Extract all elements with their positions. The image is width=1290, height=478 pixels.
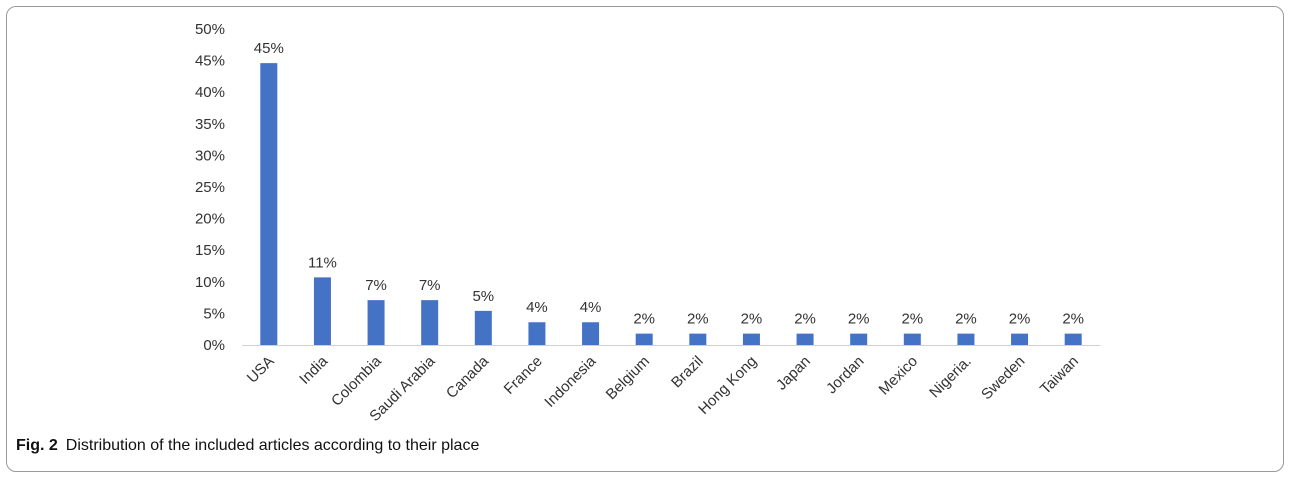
y-tick-label: 20% [195,211,225,228]
y-axis-ticks: 0% 5% 10% 15% 20% 25% 30% 35% 40% 45% 50% [195,21,225,354]
y-tick-label: 25% [195,179,225,196]
figure-caption-text: Distribution of the included articles ac… [65,437,480,454]
bar [528,322,546,345]
data-label: 2% [955,311,977,328]
y-tick-label: 5% [203,305,225,322]
x-tick-label: Sweden [978,353,1028,403]
x-tick-label: France [501,353,546,398]
figure-frame [6,6,1284,472]
y-tick-label: 15% [195,242,225,259]
data-label: 2% [741,311,763,328]
figure-caption: Fig. 2 Distribution of the included artic… [16,437,479,455]
y-tick-label: 35% [195,116,225,133]
bar [957,333,975,345]
bars [260,63,1082,346]
data-label: 2% [633,311,655,328]
x-tick-label: Canada [443,352,493,402]
x-tick-label: Brazil [668,353,707,392]
data-label: 4% [526,299,548,316]
bar [421,300,439,345]
bar [903,333,921,345]
y-tick-label: 30% [195,147,225,164]
x-tick-label: Jordan [823,353,867,397]
data-label: 2% [848,311,870,328]
bar [260,63,278,346]
bar [313,277,331,345]
y-tick-label: 45% [195,53,225,70]
x-tick-label: Indonesia [541,352,599,410]
x-tick-label: Mexico [876,353,922,399]
bar [796,333,814,345]
x-tick-label: Belgium [603,353,653,403]
data-label: 2% [1062,311,1084,328]
data-label: 7% [419,277,441,294]
y-tick-label: 10% [195,274,225,291]
data-label: 5% [472,288,494,305]
x-tick-label: Nigeria. [926,353,975,402]
bar [367,300,385,345]
x-tick-label: Hong Kong [695,353,760,418]
bar [1011,333,1029,345]
data-label: 7% [365,277,387,294]
bar [474,310,492,345]
bar [1064,333,1082,345]
y-tick-label: 50% [195,21,225,38]
y-tick-label: 0% [203,337,225,354]
x-tick-label: Taiwan [1037,353,1082,398]
bar [850,333,868,345]
y-tick-label: 40% [195,84,225,101]
bar [742,333,760,345]
bar [635,333,653,345]
data-label: 45% [254,40,284,57]
data-label: 2% [794,311,816,328]
bar-chart: 0% 5% 10% 15% 20% 25% 30% 35% 40% 45% 50% 45% 11% 7%… [195,21,1100,425]
data-label: 2% [901,311,923,328]
data-label: 4% [580,299,602,316]
data-label: 2% [1009,311,1031,328]
data-labels: 45% 11% 7% 7% 5% 4% 4% 2% 2% 2% 2% 2% 2% 2% 2% 2% [254,40,1084,327]
x-tick-label: India [296,352,331,387]
data-label: 11% [308,254,337,271]
x-tick-label: Colombia [328,352,385,409]
x-tick-label: Japan [773,353,814,394]
data-label: 2% [687,311,709,328]
bar [582,322,600,345]
x-tick-label: USA [244,353,278,387]
figure-label: Fig. 2 [16,437,58,454]
bar [689,333,707,345]
